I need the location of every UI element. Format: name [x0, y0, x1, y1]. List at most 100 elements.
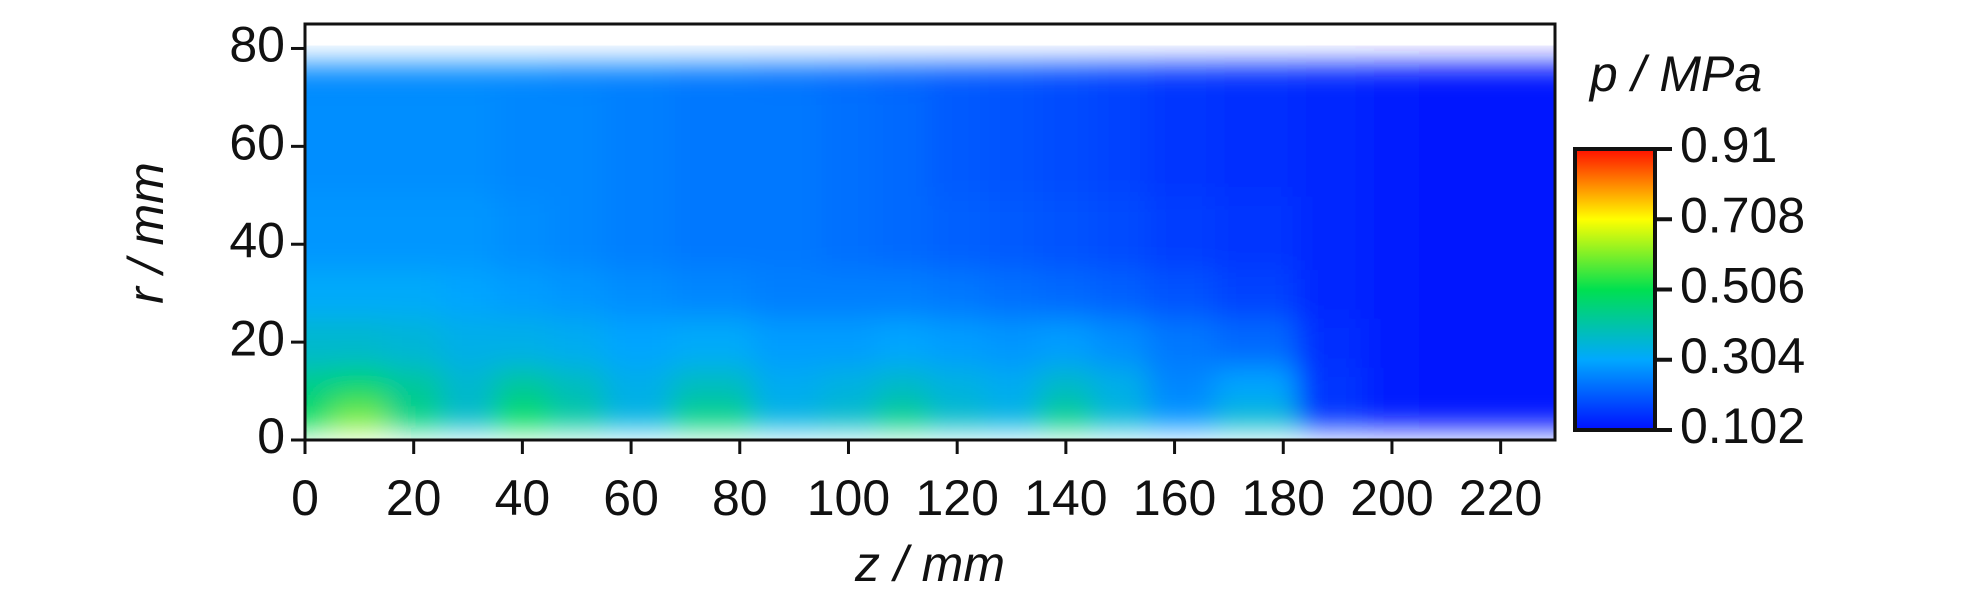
cell: [549, 366, 605, 405]
cell: [1364, 366, 1421, 405]
cell: [440, 85, 497, 197]
cell: [1364, 195, 1421, 270]
cell: [332, 366, 388, 405]
cell: [821, 366, 877, 405]
cell: [671, 403, 755, 429]
cell: [332, 64, 388, 87]
cell: [1215, 403, 1298, 429]
cell: [549, 64, 605, 87]
cell: [440, 64, 497, 87]
cell: [1473, 195, 1529, 270]
cell: [386, 317, 442, 368]
cell: [495, 85, 551, 197]
cell: [1527, 366, 1555, 405]
y-tick-label: 40: [229, 212, 285, 268]
cell: [1419, 85, 1475, 197]
cell: [1296, 403, 1366, 429]
cell: [332, 403, 388, 429]
cell: [1038, 64, 1095, 87]
cell: [305, 317, 334, 368]
cell: [1419, 317, 1475, 368]
cell: [1296, 366, 1366, 405]
x-tick-label: 60: [603, 470, 659, 526]
x-tick-label: 120: [915, 470, 998, 526]
cell: [821, 403, 877, 429]
cell: [440, 195, 497, 270]
cell: [1215, 195, 1298, 270]
cell: [753, 403, 823, 429]
cell: [305, 195, 334, 270]
x-tick-label: 200: [1350, 470, 1433, 526]
cell: [753, 85, 823, 197]
colorbar-tick-label: 0.506: [1680, 258, 1805, 314]
cell: [1296, 317, 1366, 368]
cell: [984, 403, 1040, 429]
plot-frame: [303, 22, 1557, 442]
colorbar-tick-label: 0.91: [1680, 117, 1777, 173]
x-tick-label: 100: [807, 470, 890, 526]
cell: [671, 85, 755, 197]
cell: [1296, 64, 1366, 87]
y-axis-label: r / mm: [118, 162, 174, 304]
cell: [1527, 195, 1555, 270]
cell: [1419, 64, 1475, 87]
cell: [1364, 317, 1421, 368]
cell: [495, 195, 551, 270]
cell: [386, 64, 442, 87]
cell: [984, 317, 1040, 368]
y-tick-label: 20: [229, 310, 285, 366]
cell: [332, 85, 388, 197]
cell: [875, 317, 931, 368]
cell: [984, 64, 1040, 87]
cell: [1473, 268, 1529, 319]
cell: [1364, 268, 1421, 319]
cell: [305, 403, 334, 429]
cell: [821, 195, 877, 270]
cell: [305, 366, 334, 405]
colorbar-tick-label: 0.304: [1680, 328, 1805, 384]
cell: [386, 195, 442, 270]
cell: [1147, 195, 1217, 270]
cell: [1419, 366, 1475, 405]
cell: [495, 403, 551, 429]
colorbar-tick-label: 0.708: [1680, 187, 1805, 243]
cell: [1038, 195, 1095, 270]
cell: [1147, 268, 1217, 319]
cell: [305, 64, 334, 87]
cell: [671, 268, 755, 319]
cell: [332, 195, 388, 270]
cell: [1419, 268, 1475, 319]
cell: [671, 366, 755, 405]
cell: [495, 64, 551, 87]
cell: [603, 64, 673, 87]
heatmap-cells: [305, 64, 1555, 429]
cell: [671, 317, 755, 368]
cell: [440, 268, 497, 319]
cell: [1038, 317, 1095, 368]
x-tick-label: 140: [1024, 470, 1107, 526]
heatmap: [305, 64, 1555, 429]
cell: [821, 268, 877, 319]
cell: [386, 403, 442, 429]
cell: [603, 268, 673, 319]
cell: [1473, 403, 1529, 429]
cell: [1147, 317, 1217, 368]
cell: [1473, 85, 1529, 197]
cell: [495, 366, 551, 405]
cell: [1147, 85, 1217, 197]
cell: [1093, 64, 1149, 87]
cell: [1215, 366, 1298, 405]
cell: [440, 366, 497, 405]
cell: [1093, 403, 1149, 429]
cell: [1473, 64, 1529, 87]
cell: [1147, 366, 1217, 405]
cell: [1147, 64, 1217, 87]
cell: [1038, 85, 1095, 197]
cell: [603, 195, 673, 270]
cell: [875, 64, 931, 87]
x-tick-label: 40: [495, 470, 551, 526]
cell: [495, 317, 551, 368]
cell: [671, 64, 755, 87]
cell: [1093, 85, 1149, 197]
